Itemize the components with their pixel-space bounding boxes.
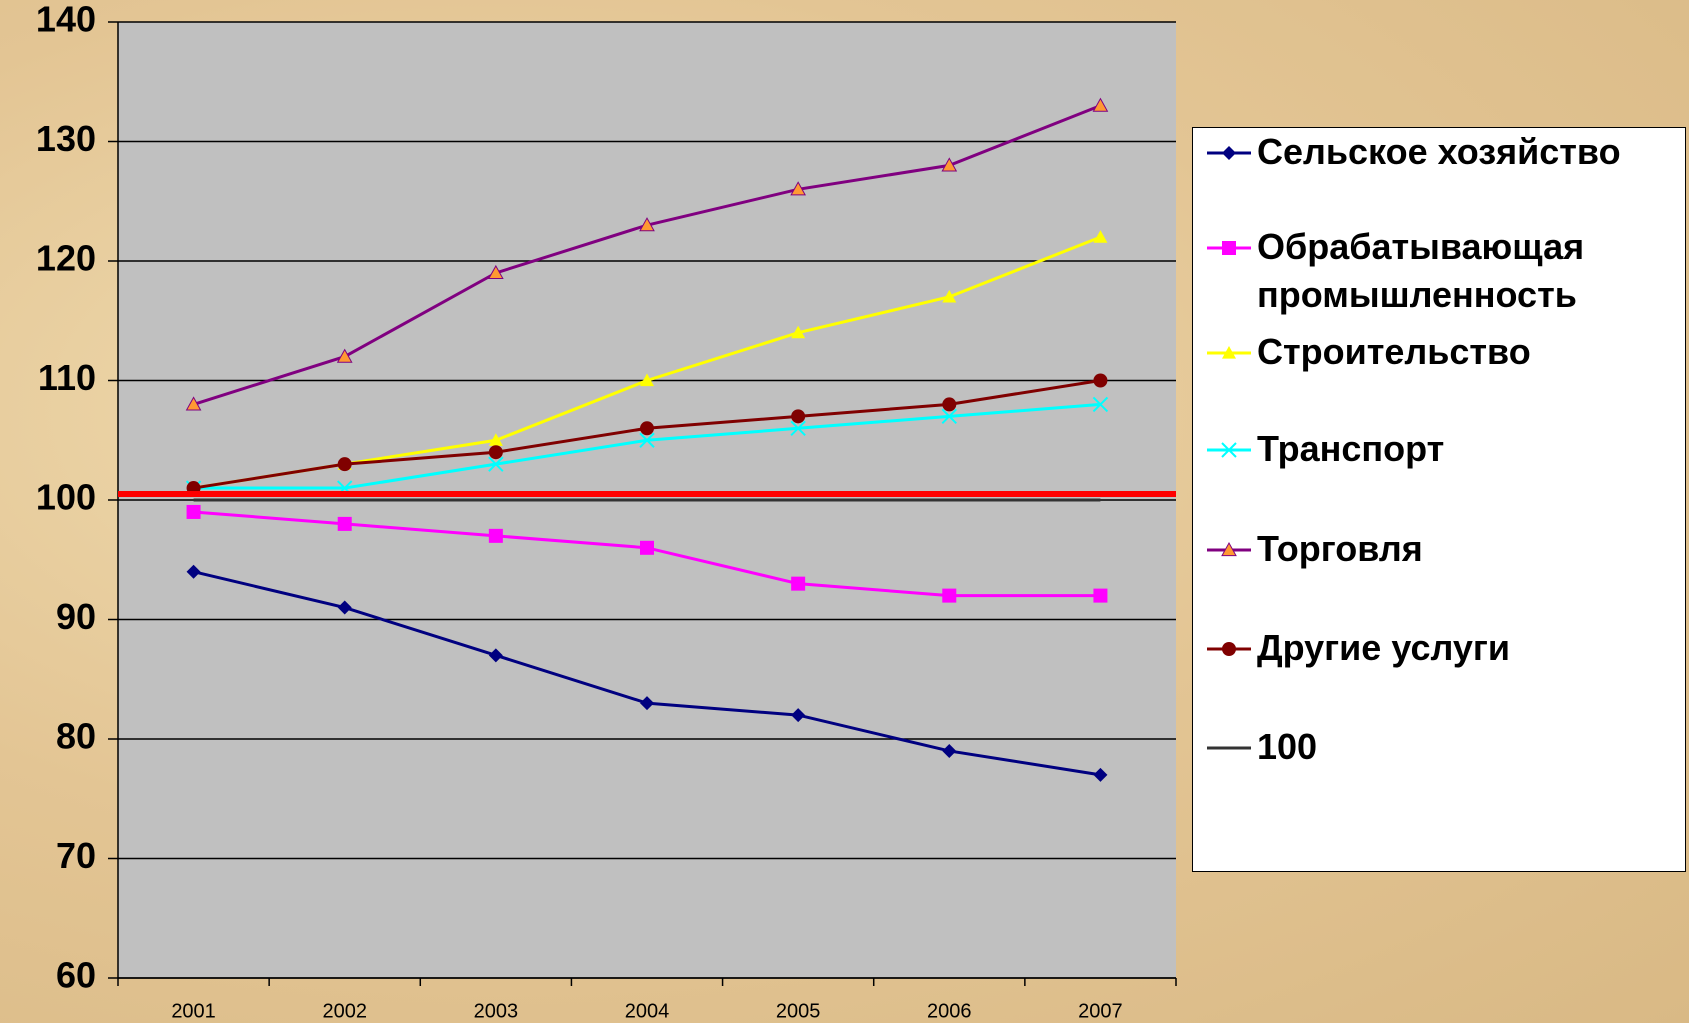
marker — [1222, 346, 1236, 359]
marker — [942, 289, 957, 303]
legend: Сельское хозяйство Обрабатывающая промышл… — [1192, 127, 1686, 872]
legend-icon — [1207, 642, 1251, 656]
marker — [1093, 588, 1108, 603]
marker — [1092, 97, 1109, 112]
marker — [488, 456, 504, 472]
marker — [488, 648, 503, 663]
x-tick-label: 2004 — [625, 1000, 670, 1022]
marker — [488, 264, 504, 280]
marker — [185, 396, 202, 411]
marker — [791, 325, 806, 339]
legend-label: Обрабатывающая промышленность — [1257, 226, 1585, 315]
marker — [639, 432, 655, 448]
marker — [941, 157, 958, 172]
marker — [1221, 442, 1237, 458]
legend-icon — [1207, 746, 1251, 750]
marker — [336, 348, 353, 363]
legend-icon — [1207, 442, 1251, 458]
marker — [1222, 241, 1236, 255]
y-tick-label: 100 — [36, 477, 96, 518]
x-tick-label: 2002 — [322, 1000, 367, 1022]
y-tick-label: 60 — [56, 955, 96, 996]
legend-entry: Сельское хозяйство — [1205, 128, 1685, 176]
legend-entry: Строительство — [1205, 328, 1685, 376]
legend-entry: Другие услуги — [1205, 624, 1685, 672]
marker — [337, 600, 352, 615]
legend-entry: Транспорт — [1205, 425, 1685, 473]
x-tick-label: 2005 — [776, 1000, 821, 1022]
marker — [1092, 396, 1109, 413]
marker — [337, 516, 352, 531]
legend-label: Торговля — [1257, 528, 1423, 569]
marker — [942, 397, 957, 412]
marker — [639, 217, 655, 232]
marker — [488, 433, 503, 446]
y-tick-label: 140 — [36, 0, 96, 40]
legend-label: 100 — [1257, 726, 1318, 767]
y-tick-label: 80 — [56, 716, 96, 757]
x-tick-label: 2003 — [474, 1000, 519, 1022]
legend-icon — [1207, 241, 1251, 255]
marker — [791, 409, 806, 424]
marker — [1093, 373, 1108, 388]
marker — [790, 420, 806, 437]
marker — [941, 408, 957, 425]
y-tick-label: 90 — [56, 596, 96, 637]
marker — [337, 457, 352, 472]
legend-label: Строительство — [1257, 331, 1531, 372]
marker — [186, 564, 201, 579]
marker — [640, 540, 654, 555]
legend-entry: Обрабатывающая промышленность — [1205, 223, 1685, 319]
marker — [186, 504, 201, 519]
x-tick-label: 2006 — [927, 1000, 972, 1022]
y-tick-label: 130 — [36, 118, 96, 159]
legend-label: Другие услуги — [1257, 627, 1511, 668]
marker — [1093, 767, 1108, 782]
marker — [488, 445, 503, 460]
marker — [640, 696, 654, 711]
marker — [640, 373, 654, 387]
marker — [791, 708, 806, 723]
legend-entry: 100 — [1205, 723, 1685, 771]
marker — [488, 528, 503, 543]
legend-icon — [1207, 146, 1251, 160]
y-tick-label: 120 — [36, 238, 96, 279]
x-tick-label: 2007 — [1078, 1000, 1123, 1022]
legend-label: Транспорт — [1257, 428, 1445, 469]
marker — [942, 743, 957, 758]
marker — [942, 588, 957, 603]
y-tick-label: 110 — [38, 357, 96, 398]
y-tick-label: 70 — [56, 835, 96, 876]
marker — [790, 181, 806, 196]
marker — [791, 576, 806, 591]
marker — [1222, 146, 1236, 160]
legend-icon — [1207, 346, 1251, 359]
marker — [1221, 541, 1237, 557]
marker — [640, 421, 654, 436]
x-tick-label: 2001 — [171, 1000, 216, 1022]
legend-icon — [1207, 541, 1251, 557]
legend-entry: Торговля — [1205, 525, 1685, 573]
legend-label: Сельское хозяйство — [1257, 131, 1621, 172]
marker — [1093, 230, 1108, 243]
marker — [1222, 642, 1236, 656]
